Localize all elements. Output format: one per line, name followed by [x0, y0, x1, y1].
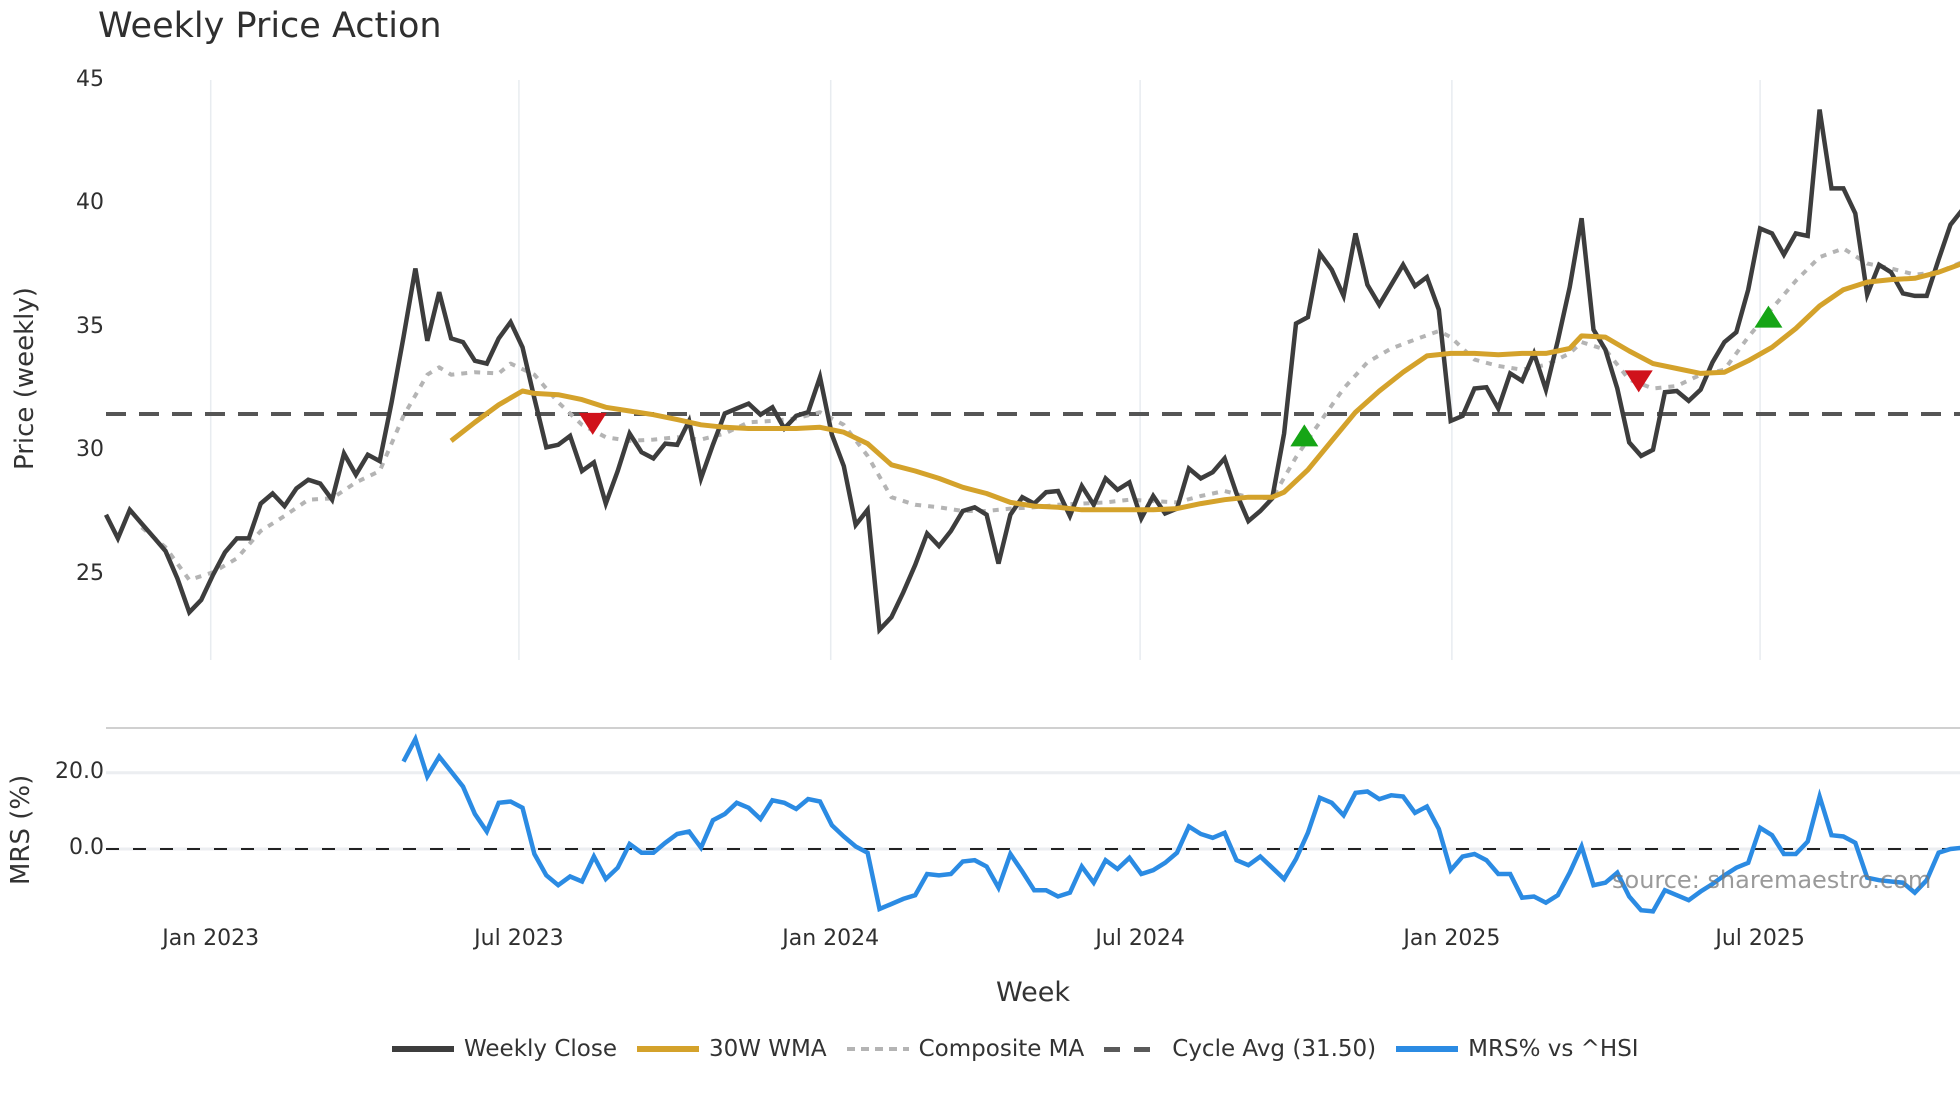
solid-line-swatch-icon	[392, 1046, 454, 1052]
price-y-tick-label: 40	[76, 190, 104, 215]
legend-item-cycle-avg[interactable]: Cycle Avg (31.50)	[1104, 1036, 1376, 1062]
price-y-tick-label: 35	[76, 313, 104, 339]
legend-label: Cycle Avg (31.50)	[1172, 1036, 1377, 1062]
legend-label: MRS% vs ^HSI	[1468, 1036, 1639, 1062]
price-y-tick-label: 30	[76, 437, 104, 462]
price-y-tick-label: 25	[76, 560, 104, 586]
dotted-line-swatch-icon	[846, 1047, 909, 1051]
x-axis-label: Week	[996, 977, 1070, 1008]
legend-item-mrs[interactable]: MRS% vs ^HSI	[1396, 1036, 1639, 1062]
source-watermark: source: sharemaestro.com	[1612, 866, 1932, 894]
sell-signal-triangle-down-icon	[578, 412, 607, 435]
x-tick-label: Jul 2023	[474, 926, 564, 951]
x-tick-label: Jul 2025	[1715, 926, 1805, 951]
dashed-line-swatch-icon	[1104, 1046, 1163, 1052]
buy-signal-triangle-up-icon	[1290, 424, 1319, 447]
x-tick-label: Jan 2024	[782, 926, 880, 951]
mrs-y-tick-label: 20.0	[55, 758, 104, 784]
price-y-tick-label: 45	[76, 66, 104, 92]
solid-line-swatch-icon	[636, 1046, 699, 1052]
legend-item-weekly-close[interactable]: Weekly Close	[392, 1036, 617, 1062]
chart-legend: Weekly Close 30W WMA Composite MA Cycle …	[392, 1036, 1659, 1062]
x-tick-label: Jan 2025	[1403, 926, 1501, 951]
legend-label: Weekly Close	[464, 1036, 617, 1062]
legend-label: Composite MA	[918, 1036, 1085, 1062]
buy-signal-triangle-up-icon	[1754, 305, 1783, 328]
sell-signal-triangle-down-icon	[1624, 370, 1653, 393]
solid-line-swatch-icon	[1396, 1046, 1459, 1052]
legend-item-composite-ma[interactable]: Composite MA	[846, 1036, 1085, 1062]
wma-30w-line	[449, 261, 1960, 513]
chart-title: Weekly Price Action	[98, 6, 442, 46]
x-tick-label: Jul 2024	[1095, 926, 1185, 951]
legend-item-30w-wma[interactable]: 30W WMA	[636, 1036, 827, 1062]
legend-label: 30W WMA	[708, 1036, 827, 1062]
mrs-y-tick-label: 0.0	[69, 835, 104, 860]
mrs-line	[401, 733, 1960, 914]
x-tick-label: Jan 2023	[162, 926, 260, 951]
